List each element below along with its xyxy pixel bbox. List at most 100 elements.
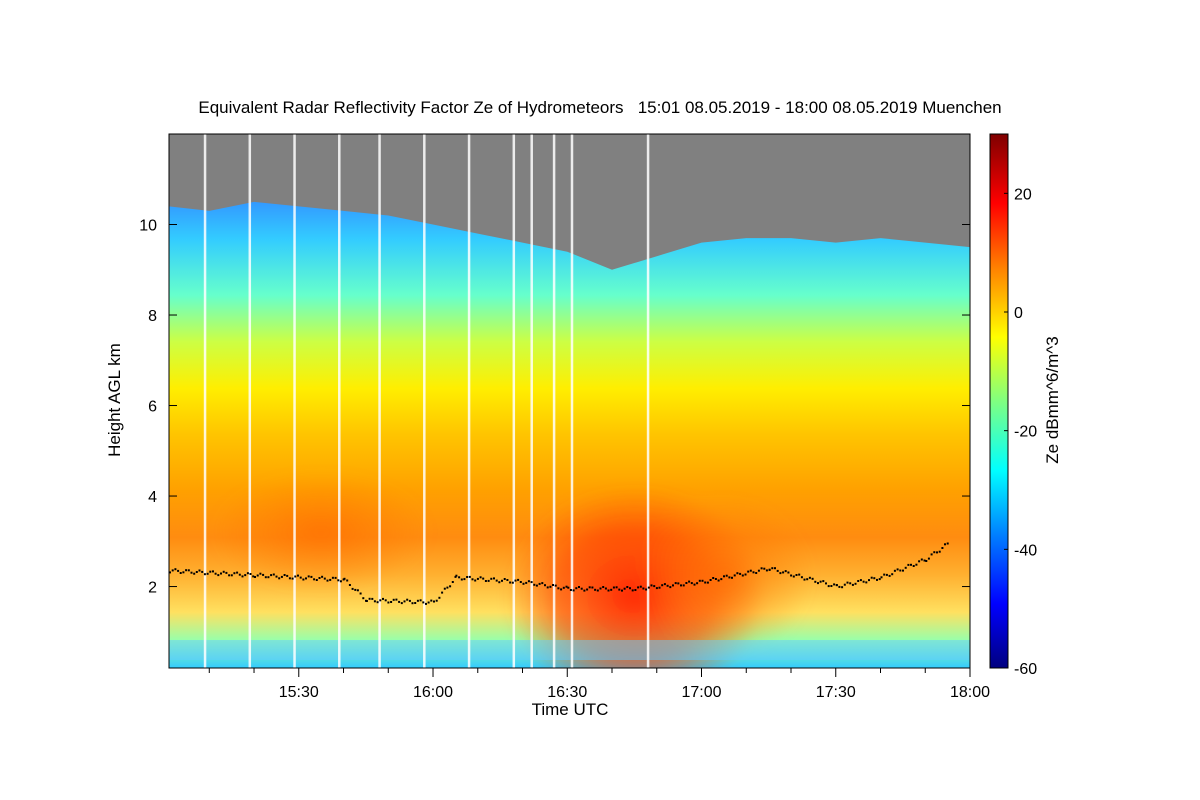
melting-layer-dot <box>519 581 522 583</box>
melting-layer-dot <box>517 578 520 581</box>
melting-layer-dot <box>238 573 241 576</box>
melting-layer-dot <box>784 570 787 573</box>
melting-layer-dot <box>714 578 717 580</box>
melting-layer-dot <box>419 599 422 602</box>
melting-layer-dot <box>808 576 811 579</box>
melting-layer-dot <box>177 569 180 572</box>
data-gap-line <box>552 134 556 668</box>
data-gap-line <box>378 134 381 668</box>
melting-layer-dot <box>535 584 538 587</box>
melting-layer-dot <box>544 584 546 587</box>
x-tick-label: 18:00 <box>950 684 990 701</box>
melting-layer-dot <box>435 599 438 602</box>
melting-layer-dot <box>610 588 613 591</box>
melting-layer-dot <box>936 551 938 554</box>
melting-layer-dot <box>634 589 637 591</box>
melting-layer-dot <box>225 571 228 574</box>
melting-layer-dot <box>912 565 915 567</box>
x-tick-label: 16:00 <box>413 684 453 701</box>
melting-layer-dot <box>698 579 701 582</box>
melting-layer-dot <box>696 582 699 585</box>
melting-layer-dot <box>744 573 747 576</box>
melting-layer-dot <box>602 586 605 588</box>
melting-layer-dot <box>782 571 785 574</box>
melting-layer-dot <box>666 584 669 587</box>
melting-layer-dot <box>680 584 682 587</box>
y-axis-label: Height AGL km <box>105 343 124 457</box>
melting-layer-dot <box>822 580 825 583</box>
melting-layer-dot <box>313 578 316 581</box>
melting-layer-dot <box>291 577 294 580</box>
y-tick-label: 10 <box>139 218 157 235</box>
melting-layer-dot <box>814 580 817 583</box>
melting-layer-dot <box>451 581 454 583</box>
melting-layer-dot <box>264 576 267 579</box>
melting-layer-dot <box>169 571 171 574</box>
melting-layer-dot <box>376 601 379 604</box>
melting-layer-dot <box>427 601 430 604</box>
melting-layer-dot <box>187 569 190 572</box>
melting-layer-dot <box>946 542 949 545</box>
melting-layer-dot <box>899 569 902 572</box>
melting-layer-dot <box>458 576 461 579</box>
melting-layer-dot <box>471 578 474 581</box>
melting-layer-dot <box>373 600 376 603</box>
melting-layer-dot <box>572 589 575 592</box>
reflectivity-cores <box>211 472 814 668</box>
melting-layer-dot <box>408 599 411 602</box>
melting-layer-dot <box>893 569 896 572</box>
melting-layer-dot <box>468 575 471 578</box>
melting-layer-dot <box>835 584 838 587</box>
data-gap-line <box>467 134 471 668</box>
plot-frame <box>168 133 971 669</box>
melting-layer-dot <box>525 581 528 584</box>
melting-layer-dot <box>214 572 217 575</box>
melting-layer-dot <box>527 580 530 583</box>
reflectivity-core <box>633 497 814 658</box>
melting-layer-dot <box>354 588 357 591</box>
melting-layer-dot <box>331 576 334 579</box>
melting-layer-dot <box>629 587 631 590</box>
melting-layer-dot <box>833 583 836 586</box>
near-ground-band <box>169 640 970 660</box>
melting-layer-dot <box>302 578 305 581</box>
melting-layer-dot <box>390 601 393 603</box>
melting-layer-dot <box>557 587 560 590</box>
melting-layer-dot <box>658 586 661 589</box>
melting-layer-dot <box>454 575 457 578</box>
melting-layer-dot <box>297 574 299 577</box>
data-gap-line <box>512 134 516 668</box>
melting-layer-dot <box>925 560 928 562</box>
melting-layer-dot <box>915 563 918 566</box>
melting-layer-dot <box>217 574 220 577</box>
melting-layer-dot <box>206 572 209 575</box>
data-gap-line <box>570 134 574 668</box>
melting-layer-dot <box>647 586 650 589</box>
melting-layer-dot <box>552 584 554 586</box>
melting-layer-dot <box>236 571 239 574</box>
melting-layer-dot <box>348 584 351 586</box>
melting-layer-dot <box>669 586 672 589</box>
x-tick-label: 15:30 <box>279 684 319 701</box>
melting-layer-dot <box>880 576 883 579</box>
melting-layer-dot <box>865 581 868 584</box>
melting-layer-dot <box>709 579 712 581</box>
melting-layer-dot <box>795 574 798 576</box>
melting-layer-dot <box>416 599 419 602</box>
melting-layer-dot <box>661 584 664 587</box>
melting-layer-dot <box>817 582 819 585</box>
melting-layer-dot <box>530 581 533 584</box>
melting-layer-dot <box>607 589 610 592</box>
melting-layer-dot <box>182 571 185 574</box>
melting-layer-dot <box>578 586 580 588</box>
melting-layer-dot <box>846 581 849 584</box>
melting-layer-dot <box>639 585 642 588</box>
melting-layer-dot <box>868 579 870 582</box>
melting-layer-dot <box>356 589 359 592</box>
melting-layer-dot <box>862 580 865 583</box>
melting-layer-dot <box>278 577 281 580</box>
melting-layer-dot <box>501 579 503 582</box>
melting-layer-dot <box>422 601 425 604</box>
melting-layer-dot <box>463 578 466 581</box>
